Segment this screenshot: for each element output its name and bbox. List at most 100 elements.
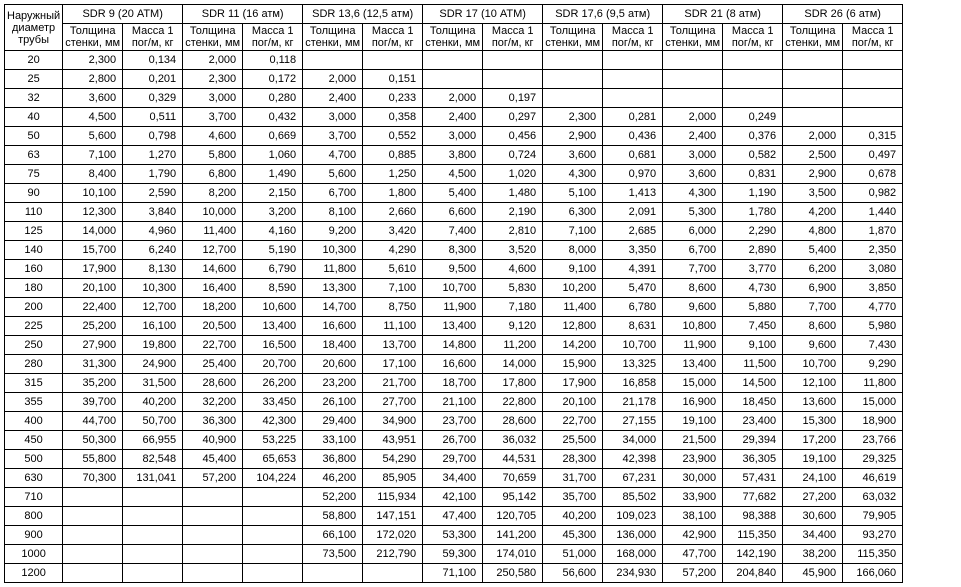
mass-cell: 16,500 — [243, 336, 303, 355]
mass-cell: 70,659 — [483, 469, 543, 488]
mass-cell: 2,150 — [243, 184, 303, 203]
thickness-cell: 2,400 — [423, 108, 483, 127]
dia-cell: 50 — [5, 127, 63, 146]
mass-cell: 0,497 — [843, 146, 903, 165]
thickness-cell: 5,600 — [63, 127, 123, 146]
mass-cell: 2,350 — [843, 241, 903, 260]
sub-m-6: Масса 1 пог/м, кг — [843, 24, 903, 51]
mass-cell: 4,770 — [843, 298, 903, 317]
mass-cell: 98,388 — [723, 507, 783, 526]
group-header-6: SDR 26 (6 атм) — [783, 5, 903, 24]
mass-cell: 136,000 — [603, 526, 663, 545]
thickness-cell: 10,300 — [303, 241, 363, 260]
thickness-cell: 28,300 — [543, 450, 603, 469]
table-row: 9010,1002,5908,2002,1506,7001,8005,4001,… — [5, 184, 903, 203]
thickness-cell: 4,500 — [63, 108, 123, 127]
thickness-cell: 2,000 — [423, 89, 483, 108]
thickness-cell: 8,600 — [663, 279, 723, 298]
thickness-cell: 30,000 — [663, 469, 723, 488]
mass-cell: 7,430 — [843, 336, 903, 355]
mass-cell: 2,685 — [603, 222, 663, 241]
dia-cell: 450 — [5, 431, 63, 450]
dia-cell: 355 — [5, 393, 63, 412]
mass-cell: 21,700 — [363, 374, 423, 393]
mass-cell: 2,091 — [603, 203, 663, 222]
thickness-cell: 39,700 — [63, 393, 123, 412]
thickness-cell: 3,000 — [423, 127, 483, 146]
thickness-cell: 17,900 — [543, 374, 603, 393]
mass-cell: 34,000 — [603, 431, 663, 450]
mass-cell: 212,790 — [363, 545, 423, 564]
mass-cell: 5,470 — [603, 279, 663, 298]
mass-cell: 3,080 — [843, 260, 903, 279]
thickness-cell: 11,400 — [543, 298, 603, 317]
empty-cell — [603, 89, 663, 108]
mass-cell: 0,724 — [483, 146, 543, 165]
mass-cell: 3,420 — [363, 222, 423, 241]
empty-cell — [363, 564, 423, 583]
thickness-cell: 38,200 — [783, 545, 843, 564]
empty-cell — [363, 51, 423, 70]
thickness-cell: 12,800 — [543, 317, 603, 336]
thickness-cell: 47,700 — [663, 545, 723, 564]
empty-cell — [183, 507, 243, 526]
mass-cell: 23,766 — [843, 431, 903, 450]
mass-cell: 4,391 — [603, 260, 663, 279]
mass-cell: 0,233 — [363, 89, 423, 108]
mass-cell: 11,100 — [363, 317, 423, 336]
thickness-cell: 27,200 — [783, 488, 843, 507]
mass-cell: 95,142 — [483, 488, 543, 507]
empty-cell — [303, 564, 363, 583]
dia-cell: 140 — [5, 241, 63, 260]
mass-cell: 0,432 — [243, 108, 303, 127]
mass-cell: 93,270 — [843, 526, 903, 545]
mass-cell: 0,151 — [363, 70, 423, 89]
mass-cell: 0,885 — [363, 146, 423, 165]
sub-m-3: Масса 1 пог/м, кг — [483, 24, 543, 51]
thickness-cell: 5,600 — [303, 165, 363, 184]
mass-cell: 174,010 — [483, 545, 543, 564]
thickness-cell: 11,400 — [183, 222, 243, 241]
thickness-cell: 12,700 — [183, 241, 243, 260]
mass-cell: 0,970 — [603, 165, 663, 184]
mass-cell: 7,100 — [363, 279, 423, 298]
thickness-cell: 16,600 — [303, 317, 363, 336]
mass-cell: 0,376 — [723, 127, 783, 146]
thickness-cell: 22,700 — [543, 412, 603, 431]
empty-cell — [123, 564, 183, 583]
mass-cell: 6,240 — [123, 241, 183, 260]
group-header-1: SDR 11 (16 атм) — [183, 5, 303, 24]
dia-cell: 250 — [5, 336, 63, 355]
thickness-cell: 11,800 — [303, 260, 363, 279]
thickness-cell: 21,100 — [423, 393, 483, 412]
table-row: 505,6000,7984,6000,6693,7000,5523,0000,4… — [5, 127, 903, 146]
thickness-cell: 20,600 — [303, 355, 363, 374]
thickness-cell: 5,100 — [543, 184, 603, 203]
thickness-cell: 8,200 — [183, 184, 243, 203]
thickness-cell: 5,800 — [183, 146, 243, 165]
table-row: 252,8000,2012,3000,1722,0000,151 — [5, 70, 903, 89]
mass-cell: 5,610 — [363, 260, 423, 279]
mass-cell: 17,100 — [363, 355, 423, 374]
mass-cell: 3,520 — [483, 241, 543, 260]
empty-cell — [123, 488, 183, 507]
mass-cell: 147,151 — [363, 507, 423, 526]
mass-cell: 4,730 — [723, 279, 783, 298]
thickness-cell: 45,300 — [543, 526, 603, 545]
thickness-cell: 13,400 — [423, 317, 483, 336]
mass-cell: 11,200 — [483, 336, 543, 355]
thickness-cell: 57,200 — [183, 469, 243, 488]
mass-cell: 115,934 — [363, 488, 423, 507]
group-header-4: SDR 17,6 (9,5 атм) — [543, 5, 663, 24]
mass-cell: 1,780 — [723, 203, 783, 222]
thickness-cell: 20,100 — [543, 393, 603, 412]
thickness-cell: 6,700 — [663, 241, 723, 260]
sub-th-0: Толщина стенки, мм — [63, 24, 123, 51]
empty-cell — [63, 526, 123, 545]
empty-cell — [843, 51, 903, 70]
thickness-cell: 32,200 — [183, 393, 243, 412]
sub-m-4: Масса 1 пог/м, кг — [603, 24, 663, 51]
mass-cell: 18,450 — [723, 393, 783, 412]
mass-cell: 0,436 — [603, 127, 663, 146]
thickness-cell: 28,600 — [183, 374, 243, 393]
